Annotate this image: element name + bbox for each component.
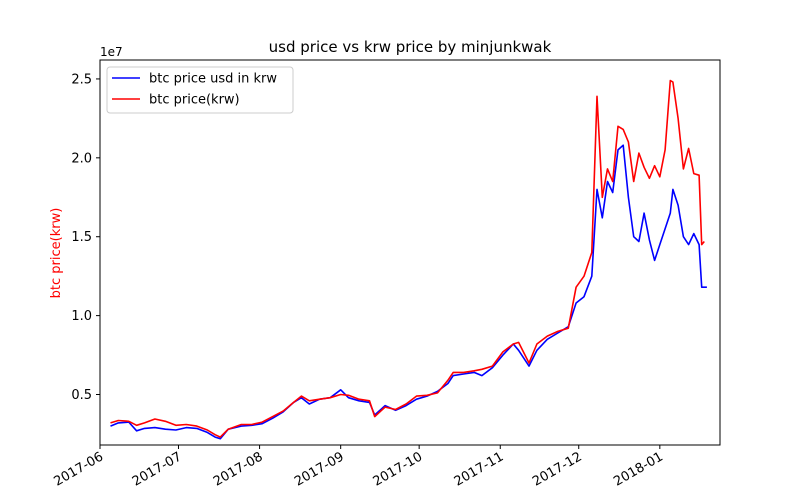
y-tick-label: 2.5	[71, 72, 92, 87]
legend-label-2: btc price(krw)	[149, 93, 240, 108]
y-tick-label: 2.0	[71, 151, 92, 166]
series-line-2	[110, 79, 705, 438]
axes	[99, 59, 721, 446]
y-ticks: 0.5 1.0 1.5 2.0 2.5	[71, 72, 100, 403]
legend: btc price usd in krw btc price(krw)	[106, 66, 294, 114]
y-axis-label: btc price(krw)	[49, 208, 64, 299]
y-tick-label: 0.5	[71, 388, 92, 403]
y-tick-label: 1.0	[71, 309, 92, 324]
y-axis-offset-label: 1e7	[100, 45, 123, 59]
plot-frame	[99, 59, 721, 446]
chart-title: usd price vs krw price by minjunkwak	[269, 38, 552, 56]
legend-box	[106, 66, 294, 114]
legend-label-1: btc price usd in krw	[149, 72, 277, 87]
series-lines	[110, 79, 707, 440]
y-tick-label: 1.5	[71, 230, 92, 245]
